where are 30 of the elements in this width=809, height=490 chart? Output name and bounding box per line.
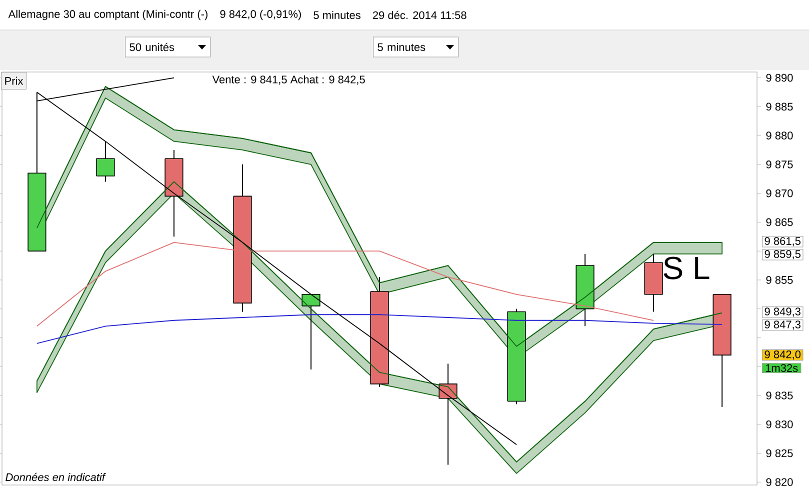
y-tick-label: 9 875 xyxy=(766,160,793,168)
text: 9 849,3 xyxy=(764,308,800,317)
text: 9 847,3 xyxy=(764,320,800,330)
annotation: Données en indicatif xyxy=(6,472,106,482)
y-tick-label: 9 830 xyxy=(766,420,793,428)
text: 5 minutes xyxy=(378,42,426,52)
text: 9 842,0 (-0,91%) xyxy=(220,10,301,20)
y-tick-label: 9 890 xyxy=(766,74,793,82)
line-series xyxy=(36,314,723,344)
text: 5 minutes xyxy=(314,10,360,20)
y-tick-label: 9 880 xyxy=(766,132,793,140)
y-tick-label: 9 865 xyxy=(766,218,793,226)
text: 9 842,0 xyxy=(764,350,801,360)
text: 9 861,5 xyxy=(764,237,800,246)
text: 1m32s xyxy=(766,364,798,372)
chart-title: Allemagne 30 au comptant (Mini-contr (-) xyxy=(8,10,208,20)
text: 9 859,5 xyxy=(764,250,800,260)
text: 29 déc. 2014 11:58 xyxy=(372,10,466,20)
text: 50 unités xyxy=(130,42,174,52)
candlestick xyxy=(302,294,320,370)
y-tick-label: 9 825 xyxy=(766,449,793,458)
candlestick xyxy=(96,140,115,182)
y-tick-label: 9 885 xyxy=(766,102,793,111)
annotation: Prix xyxy=(5,76,24,85)
y-tick-label: 9 820 xyxy=(766,478,793,486)
y-tick-label: 9 835 xyxy=(766,392,793,400)
annotation: S L xyxy=(664,256,710,280)
y-tick-label: 9 870 xyxy=(766,189,793,198)
annotation: Vente : 9 841,5 Achat : 9 842,5 xyxy=(212,75,365,85)
y-tick-label: 9 855 xyxy=(766,276,793,284)
